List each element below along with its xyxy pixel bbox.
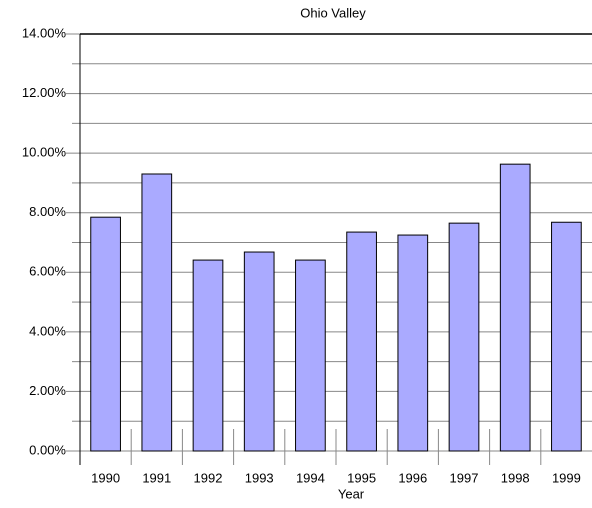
x-tick-label: 1999 (552, 470, 581, 485)
y-tick-label: 4.00% (29, 323, 66, 338)
y-tick-label: 12.00% (22, 85, 67, 100)
x-tick-label: 1997 (450, 470, 479, 485)
x-tick-label: 1992 (194, 470, 223, 485)
y-tick-label: 10.00% (22, 145, 67, 160)
bar (295, 259, 326, 452)
bar (141, 173, 173, 452)
x-tick-label: 1995 (347, 470, 376, 485)
bar (90, 216, 121, 452)
x-tick-label: 1994 (296, 470, 325, 485)
bar (551, 221, 582, 452)
bar (346, 231, 377, 452)
x-tick-label: 1993 (245, 470, 274, 485)
x-tick-label: 1998 (501, 470, 530, 485)
bar (499, 163, 531, 452)
y-tick-label: 6.00% (29, 264, 66, 279)
bar (243, 251, 275, 452)
x-axis-label: Year (338, 486, 365, 501)
x-tick-label: 1996 (398, 470, 427, 485)
bar (192, 259, 224, 452)
y-tick-label: 2.00% (29, 383, 66, 398)
chart-title: Ohio Valley (300, 5, 366, 20)
bar (448, 222, 480, 452)
x-tick-label: 1990 (91, 470, 120, 485)
bar (397, 234, 429, 452)
y-tick-label: 14.00% (22, 25, 67, 40)
y-tick-label: 8.00% (29, 204, 66, 219)
x-tick-label: 1991 (142, 470, 171, 485)
y-tick-label: 0.00% (29, 442, 66, 457)
